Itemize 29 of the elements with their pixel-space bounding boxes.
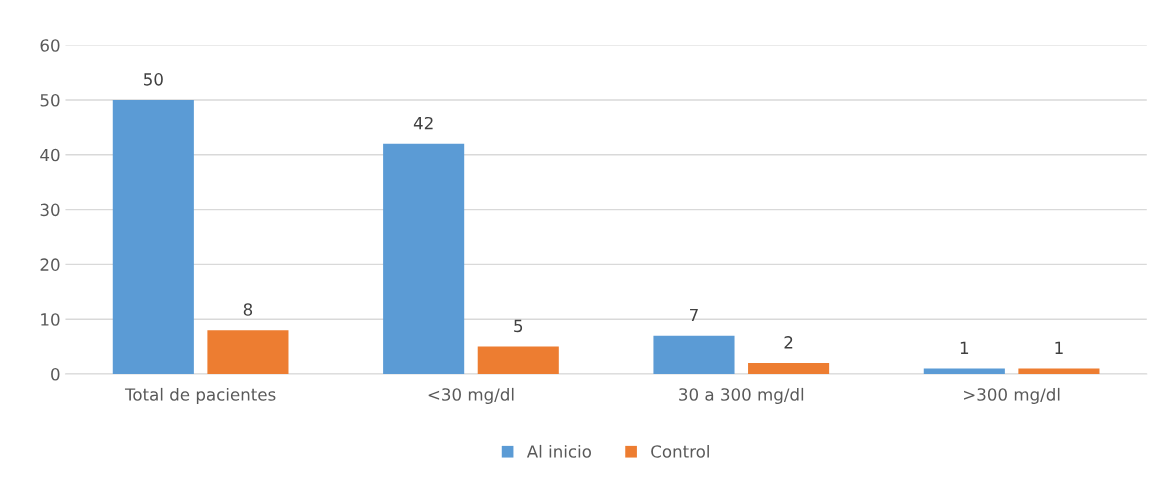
bar — [207, 330, 289, 374]
bar — [653, 335, 735, 374]
data-label: 1 — [1055, 341, 1063, 354]
x-tick-label: <30 mg/dl — [428, 387, 514, 405]
data-label: 7 — [690, 308, 698, 322]
bar — [383, 143, 465, 374]
y-tick-label: 10 — [41, 313, 60, 326]
data-label: 50 — [144, 73, 163, 86]
bar — [748, 363, 830, 374]
y-tick-label: 60 — [40, 39, 60, 52]
y-tick-label: 20 — [40, 258, 60, 271]
data-label: 5 — [514, 319, 523, 333]
bar — [112, 99, 194, 374]
x-tick-label: Total de pacientes — [124, 387, 276, 405]
bar — [1018, 368, 1100, 374]
data-label: 1 — [960, 341, 969, 354]
x-tick-label: 30 a 300 mg/dl — [679, 387, 804, 405]
y-tick-label: 50 — [40, 93, 60, 107]
y-tick-label: 40 — [40, 148, 60, 162]
y-tick-label: 30 — [40, 203, 60, 217]
data-label: 8 — [243, 303, 253, 316]
bar — [923, 368, 1005, 374]
legend-label: Control — [651, 444, 709, 458]
legend-label: Al inicio — [526, 444, 591, 458]
data-label: 2 — [784, 336, 793, 349]
bar — [477, 346, 559, 374]
data-label: 42 — [413, 116, 433, 130]
y-tick-label: 0 — [51, 367, 60, 381]
x-tick-label: >300 mg/dl — [964, 387, 1060, 405]
